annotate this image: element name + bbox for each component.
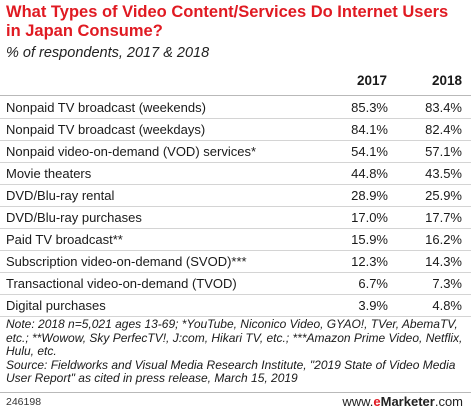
value-2018: 7.3% (432, 276, 462, 291)
value-2017: 44.8% (351, 166, 388, 181)
chart-id: 246198 (6, 396, 42, 408)
table-row: Nonpaid TV broadcast (weekdays) 84.1% 82.4… (0, 119, 471, 141)
table-row: Paid TV broadcast** 15.9% 16.2% (0, 229, 471, 251)
value-2018: 4.8% (432, 298, 462, 313)
value-2018: 17.7% (425, 210, 462, 225)
row-label: Transactional video-on-demand (TVOD) (6, 276, 237, 291)
chart-title: What Types of Video Content/Services Do … (6, 3, 449, 40)
row-label: DVD/Blu-ray purchases (6, 210, 142, 225)
value-2017: 12.3% (351, 254, 388, 269)
value-2018: 83.4% (425, 100, 462, 115)
table-row: DVD/Blu-ray purchases 17.0% 17.7% (0, 207, 471, 229)
column-header-2018: 2018 (431, 73, 462, 88)
value-2018: 16.2% (425, 232, 462, 247)
row-divider (0, 250, 471, 251)
row-divider (0, 294, 471, 295)
brand-e: e (373, 394, 381, 409)
source-text: Source: Fieldworks and Visual Media Rese… (6, 357, 456, 386)
row-label: Nonpaid TV broadcast (weekdays) (6, 122, 206, 137)
value-2017: 28.9% (351, 188, 388, 203)
table-row: DVD/Blu-ray rental 28.9% 25.9% (0, 185, 471, 207)
row-divider (0, 206, 471, 207)
value-2017: 17.0% (351, 210, 388, 225)
table-row: Movie theaters 44.8% 43.5% (0, 163, 471, 185)
header-rule (0, 95, 471, 96)
row-label: Movie theaters (6, 166, 92, 181)
row-label: Paid TV broadcast** (6, 232, 123, 247)
value-2017: 54.1% (351, 144, 388, 159)
value-2018: 25.9% (425, 188, 462, 203)
row-divider (0, 140, 471, 141)
footer-rule (0, 392, 471, 393)
brand-prefix: www. (342, 394, 374, 409)
row-label: Nonpaid TV broadcast (weekends) (6, 100, 206, 115)
value-2017: 84.1% (351, 122, 388, 137)
brand-logo[interactable]: www.eMarketer.com (342, 394, 463, 409)
row-divider (0, 228, 471, 229)
table-row: Transactional video-on-demand (TVOD) 6.7%… (0, 273, 471, 295)
brand-name: Marketer (380, 394, 435, 409)
value-2018: 57.1% (425, 144, 462, 159)
table-row: Digital purchases 3.9% 4.8% (0, 295, 471, 317)
value-2017: 3.9% (358, 298, 388, 313)
row-label: DVD/Blu-ray rental (6, 188, 115, 203)
row-divider (0, 272, 471, 273)
row-divider (0, 162, 471, 163)
note-text: Note: 2018 n=5,021 ages 13-69; *YouTube,… (6, 317, 463, 359)
row-divider (0, 118, 471, 119)
column-header-2017: 2017 (356, 73, 387, 88)
row-divider (0, 316, 471, 317)
row-divider (0, 184, 471, 185)
value-2018: 14.3% (425, 254, 462, 269)
notes-block: Note: 2018 n=5,021 ages 13-69; *YouTube,… (6, 317, 468, 386)
chart-subtitle: % of respondents, 2017 & 2018 (6, 45, 210, 61)
value-2018: 43.5% (425, 166, 462, 181)
table-row: Subscription video-on-demand (SVOD)*** 12… (0, 251, 471, 273)
row-label: Subscription video-on-demand (SVOD)*** (6, 254, 247, 269)
value-2017: 15.9% (351, 232, 388, 247)
row-label: Nonpaid video-on-demand (VOD) services* (6, 144, 257, 159)
value-2017: 6.7% (358, 276, 388, 291)
table-row: Nonpaid TV broadcast (weekends) 85.3% 83.4… (0, 97, 471, 119)
row-label: Digital purchases (6, 298, 106, 313)
value-2018: 82.4% (425, 122, 462, 137)
table-row: Nonpaid video-on-demand (VOD) services* 5… (0, 141, 471, 163)
brand-suffix: .com (434, 394, 463, 409)
value-2017: 85.3% (351, 100, 388, 115)
